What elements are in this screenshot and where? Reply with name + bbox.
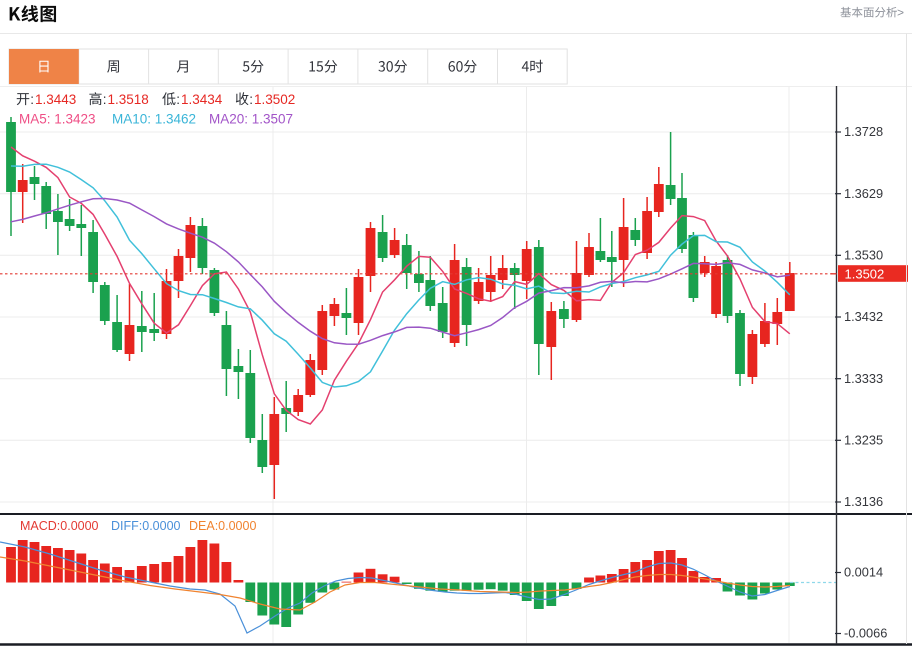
svg-text:1.3728: 1.3728 [844,124,883,139]
svg-text:DEA:0.0000: DEA:0.0000 [189,519,256,533]
svg-text:MA20: 1.3507: MA20: 1.3507 [209,112,293,127]
svg-text::: : [249,92,253,107]
svg-text:>: > [897,6,904,20]
svg-text:MA10: 1.3462: MA10: 1.3462 [112,112,196,127]
svg-text:-0.0066: -0.0066 [844,626,887,641]
svg-text:1.3434: 1.3434 [181,92,223,107]
svg-text:MA5: 1.3423: MA5: 1.3423 [19,112,96,127]
svg-text:1.3502: 1.3502 [845,267,885,282]
svg-text:DIFF:0.0000: DIFF:0.0000 [111,519,181,533]
svg-text:MACD:0.0000: MACD:0.0000 [20,519,99,533]
svg-text:1.3432: 1.3432 [844,309,883,324]
svg-text::: : [103,92,107,107]
svg-text::: : [30,92,34,107]
svg-text:1.3333: 1.3333 [844,371,883,386]
svg-text:1.3629: 1.3629 [844,186,883,201]
svg-text:1.3502: 1.3502 [254,92,295,107]
svg-text:0.0014: 0.0014 [844,565,883,580]
svg-text:1.3136: 1.3136 [844,494,883,509]
svg-text:1.3530: 1.3530 [844,248,883,263]
svg-text:1.3443: 1.3443 [35,92,76,107]
svg-text:1.3518: 1.3518 [108,92,149,107]
svg-text:1.3235: 1.3235 [844,433,883,448]
svg-text::: : [176,92,180,107]
